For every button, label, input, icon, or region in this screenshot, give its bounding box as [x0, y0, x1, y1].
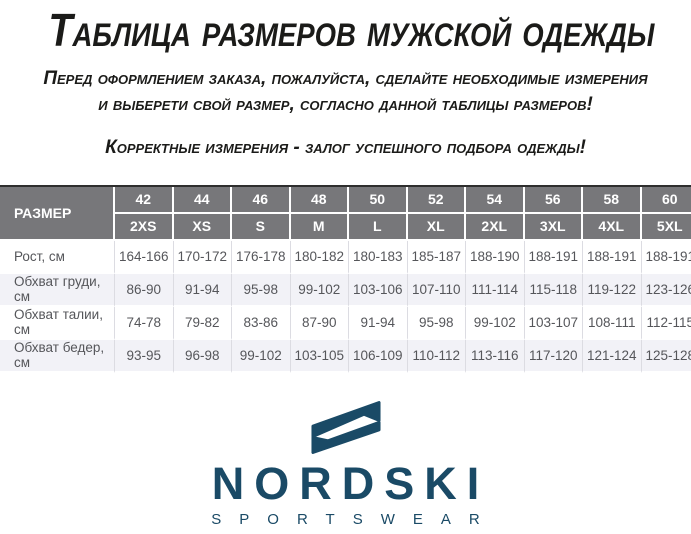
size-number-header: 56 [524, 186, 583, 214]
size-value-cell: 95-98 [232, 273, 291, 307]
size-letter-header: L [349, 213, 408, 241]
size-value-cell: 164-166 [115, 240, 174, 274]
size-value-cell: 110-112 [407, 339, 466, 373]
size-value-cell: 121-124 [583, 339, 642, 373]
size-value-cell: 119-122 [583, 273, 642, 307]
size-number-header: 60 [641, 186, 691, 214]
size-value-cell: 106-109 [349, 339, 408, 373]
intro-line-2: и выберети свой размер, согласно данной … [98, 93, 593, 115]
size-letter-header: 2XL [466, 213, 525, 241]
size-value-cell: 103-106 [349, 273, 408, 307]
size-value-cell: 188-191 [583, 240, 642, 274]
intro-text: Перед оформлением заказа, пожалуйста, сд… [0, 66, 691, 118]
size-value-cell: 103-107 [524, 306, 583, 340]
size-value-cell: 87-90 [290, 306, 349, 340]
size-value-cell: 93-95 [115, 339, 174, 373]
size-table: РАЗМЕР 42 44 46 48 50 52 54 56 58 60 2XS XS S M L XL 2XL 3… [0, 184, 691, 373]
note-text: Корректные измерения - залог успешного п… [105, 136, 586, 158]
size-value-cell: 99-102 [466, 306, 525, 340]
size-value-cell: 188-191 [524, 240, 583, 274]
page-title: Таблица размеров мужской одежды [48, 4, 655, 56]
size-value-cell: 113-116 [466, 339, 525, 373]
size-value-cell: 111-114 [466, 273, 525, 307]
size-number-header: 42 [115, 186, 174, 214]
size-value-cell: 170-172 [173, 240, 232, 274]
size-letter-header: XL [407, 213, 466, 241]
brand-logo: NORDSKI SPORTSWEAR [0, 397, 691, 529]
size-value-cell: 86-90 [115, 273, 174, 307]
size-value-cell: 95-98 [407, 306, 466, 340]
size-letter-header: 3XL [524, 213, 583, 241]
size-number-header: 48 [290, 186, 349, 214]
brand-tagline: SPORTSWEAR [211, 510, 498, 528]
size-value-cell: 91-94 [349, 306, 408, 340]
size-letter-header: 2XS [115, 213, 174, 241]
size-letter-header: XS [173, 213, 232, 241]
size-number-header: 54 [466, 186, 525, 214]
size-value-cell: 180-183 [349, 240, 408, 274]
size-value-cell: 96-98 [173, 339, 232, 373]
size-value-cell: 107-110 [407, 273, 466, 307]
size-letter-header: 4XL [583, 213, 642, 241]
size-value-cell: 108-111 [583, 306, 642, 340]
size-table-corner-label: РАЗМЕР [0, 186, 115, 241]
size-value-cell: 99-102 [232, 339, 291, 373]
size-letter-header: 5XL [641, 213, 691, 241]
size-value-cell: 123-126 [641, 273, 691, 307]
row-label: Обхват талии, см [0, 306, 115, 340]
size-value-cell: 79-82 [173, 306, 232, 340]
intro-line-1: Перед оформлением заказа, пожалуйста, сд… [43, 67, 648, 89]
size-value-cell: 83-86 [232, 306, 291, 340]
size-value-cell: 185-187 [407, 240, 466, 274]
size-number-header: 46 [232, 186, 291, 214]
size-number-header: 52 [407, 186, 466, 214]
size-number-header: 44 [173, 186, 232, 214]
size-value-cell: 74-78 [115, 306, 174, 340]
size-value-cell: 91-94 [173, 273, 232, 307]
size-value-cell: 115-118 [524, 273, 583, 307]
size-value-cell: 103-105 [290, 339, 349, 373]
size-value-cell: 125-128 [641, 339, 691, 373]
size-letter-header: M [290, 213, 349, 241]
brand-name: NORDSKI [211, 457, 490, 509]
row-label: Обхват бедер, см [0, 339, 115, 373]
size-value-cell: 112-115 [641, 306, 691, 340]
size-number-header: 50 [349, 186, 408, 214]
row-label: Обхват груди, см [0, 273, 115, 307]
size-value-cell: 176-178 [232, 240, 291, 274]
size-value-cell: 188-191 [641, 240, 691, 274]
size-value-cell: 99-102 [290, 273, 349, 307]
size-letter-header: S [232, 213, 291, 241]
row-label: Рост, см [0, 240, 115, 274]
size-value-cell: 180-182 [290, 240, 349, 274]
size-value-cell: 188-190 [466, 240, 525, 274]
size-value-cell: 117-120 [524, 339, 583, 373]
size-number-header: 58 [583, 186, 642, 214]
nordski-n-mark-icon [310, 400, 381, 454]
